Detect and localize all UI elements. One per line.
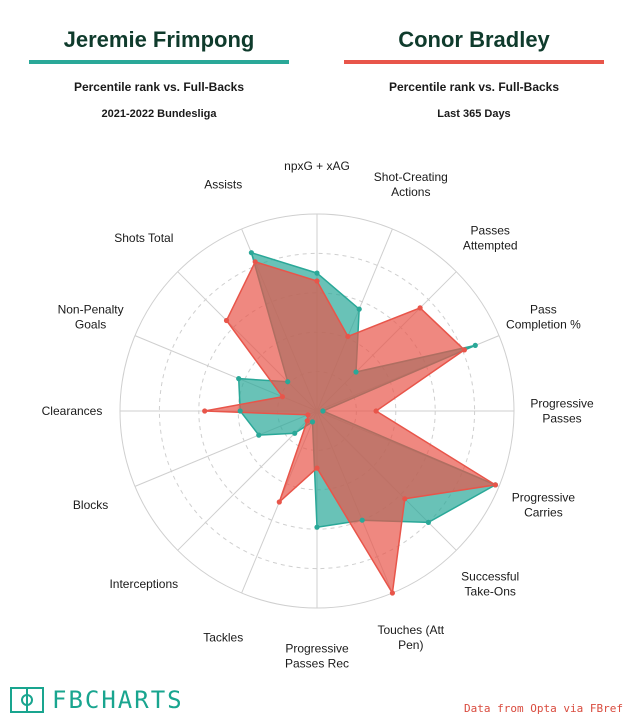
axis-label-line: Touches (Att — [377, 623, 444, 637]
axis-label: Shots Total — [114, 231, 173, 245]
series-1-point — [359, 517, 365, 523]
axis-label-line: Shots Total — [114, 231, 173, 245]
axis-label-line: Non-Penalty — [58, 303, 124, 317]
axis-label: npxG + xAG — [284, 159, 350, 173]
series-2-point — [402, 496, 408, 502]
axis-label: Pass Completion % — [506, 303, 581, 332]
series-2-point — [492, 482, 498, 488]
series-1-point — [292, 430, 298, 436]
series-2-point — [417, 305, 423, 311]
series-2-point — [314, 278, 320, 284]
series-1-point — [314, 524, 320, 530]
pitch-icon — [10, 687, 44, 713]
series-2-point — [461, 347, 467, 353]
axis-label: Progressive Passes — [530, 397, 594, 426]
data-source: Data from Opta via FBref — [464, 702, 623, 715]
axis-label-line: Assists — [204, 178, 242, 192]
series-2-point — [345, 333, 351, 339]
axis-label-line: Passes — [471, 223, 510, 237]
axis-label-line: Progressive — [530, 397, 594, 411]
axis-label-line: Successful — [461, 570, 519, 584]
series-1-point — [353, 369, 359, 375]
axis-label-line: Blocks — [73, 498, 108, 512]
series-2-point — [276, 499, 282, 505]
player-right-context: Last 365 Days — [437, 108, 511, 120]
axis-label: Touches (Att Pen) — [377, 623, 444, 652]
series-1-point — [236, 376, 242, 382]
player-left-context: 2021-2022 Bundesliga — [101, 108, 217, 120]
series-2-point — [373, 408, 379, 414]
axis-label: Clearances — [42, 404, 103, 418]
axis-label-line: Progressive — [512, 490, 576, 504]
series-2-point — [304, 418, 310, 424]
player-left-subtitle: Percentile rank vs. Full-Backs — [73, 80, 245, 94]
player-left-name: Jeremie Frimpong — [63, 27, 255, 52]
axis-label: Successful Take-Ons — [461, 570, 519, 599]
brand-text: FBCHARTS — [52, 686, 184, 714]
series-2-point — [202, 408, 208, 414]
series-2-point — [314, 465, 320, 471]
series-1-point — [425, 519, 431, 526]
axis-label-line: Clearances — [42, 404, 103, 418]
player-right-header: Conor Bradley Percentile rank vs. Full-B… — [344, 26, 604, 120]
axis-label: Progressive Carries — [512, 490, 576, 519]
player-right-color-bar — [344, 60, 604, 64]
axis-label-line: Carries — [524, 505, 563, 519]
series-1-point — [256, 432, 262, 438]
axis-label: Blocks — [73, 498, 108, 512]
axis-label: Shot-Creating Actions — [374, 170, 448, 199]
axis-label: Tackles — [203, 630, 243, 644]
player-right-name: Conor Bradley — [398, 27, 550, 52]
player-right-subtitle: Percentile rank vs. Full-Backs — [388, 80, 560, 94]
axis-label: Progressive Passes Rec — [285, 642, 349, 671]
series-2-point — [389, 590, 395, 596]
axis-label-line: Take-Ons — [465, 585, 516, 599]
series-1-point — [248, 250, 254, 256]
axis-label-line: Goals — [75, 318, 106, 332]
axis-label-line: Passes — [542, 412, 581, 426]
axis-label-line: Progressive — [285, 642, 349, 656]
series-1-point — [309, 419, 316, 425]
axis-label-line: Tackles — [203, 630, 243, 644]
axis-label-line: Completion % — [506, 318, 581, 332]
series-2-point — [223, 317, 230, 324]
axis-label: Interceptions — [109, 577, 178, 591]
player-left-color-bar — [29, 60, 289, 64]
axis-label: Passes Attempted — [463, 223, 518, 252]
axis-label-line: Passes Rec — [285, 657, 349, 671]
series-1-point — [356, 306, 362, 312]
axis-label: Non-Penalty Goals — [58, 303, 124, 332]
series-2-point — [252, 259, 258, 265]
series-1-point — [472, 342, 478, 348]
axis-label-line: Shot-Creating — [374, 170, 448, 184]
series-1-point — [320, 408, 326, 414]
axis-label-line: Pass — [530, 303, 557, 317]
axis-label-line: npxG + xAG — [284, 159, 350, 173]
player-left-header: Jeremie Frimpong Percentile rank vs. Ful… — [29, 26, 289, 120]
axis-label-line: Interceptions — [109, 577, 178, 591]
series-1-point — [237, 408, 243, 414]
series-2-point — [305, 412, 311, 418]
axis-label: Assists — [204, 178, 242, 192]
fbcharts-logo: FBCHARTS — [10, 686, 184, 714]
series-1-point — [285, 379, 291, 385]
axis-label-line: Attempted — [463, 238, 518, 252]
axis-label-line: Pen) — [398, 638, 423, 652]
series-2-point — [279, 394, 285, 400]
series-1-point — [314, 270, 320, 276]
axis-label-line: Actions — [391, 185, 430, 199]
